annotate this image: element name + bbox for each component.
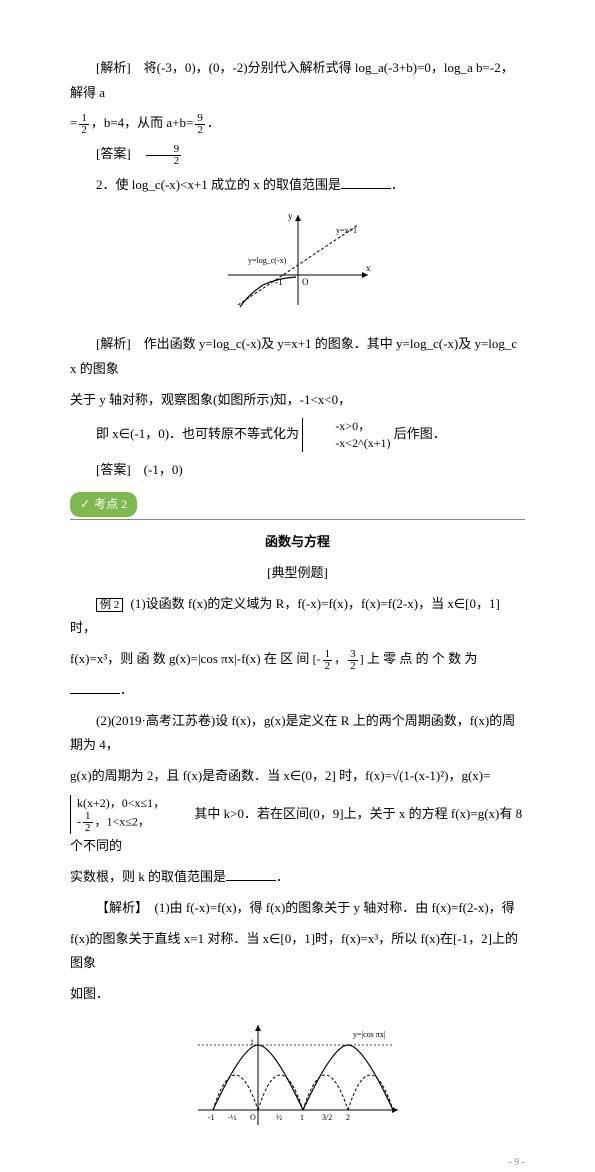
svg-text:1: 1 [300, 1113, 304, 1122]
paragraph: g(x)的周期为 2，且 f(x)是奇函数．当 x∈(0，2] 时，f(x)=√… [70, 764, 525, 789]
interval: [-12，32] [313, 648, 364, 672]
section-title: 函数与方程 [70, 530, 525, 555]
paragraph: f(x)的图象关于直线 x=1 对称．当 x∈[0，1]时，f(x)=x³，所以… [70, 927, 525, 976]
paragraph: f(x)=x³，则 函 数 g(x)=|cos πx|-f(x) 在 区 间 [… [70, 647, 525, 672]
svg-text:2: 2 [346, 1113, 350, 1122]
graph-2: O -1 -½ ½ 1 3/2 2 1 y=|cos πx| [70, 1015, 525, 1144]
page-number: - 9 - [70, 1153, 525, 1172]
paragraph: [解析] 将(-3，0)，(0，-2)分别代入解析式得 log_a(-3+b)=… [70, 56, 525, 105]
text: ，b=4，从而 a+b= [91, 115, 194, 130]
text: 2．使 log_c(-x)<x+1 成立的 x 的取值范围是 [96, 177, 341, 192]
text: [解析] 将(-3，0)，(0，-2)分别代入解析式得 log_a(-3+b)=… [70, 60, 514, 100]
cases-bracket: -x>0， -x<2^(x+1) [302, 418, 390, 452]
topic-badge: 考点 2 [70, 492, 137, 517]
paragraph: 实数根，则 k 的取值范围是． [70, 865, 525, 890]
paragraph: (2)(2019·高考江苏卷)设 f(x)，g(x)是定义在 R 上的两个周期函… [70, 709, 525, 758]
badge-row: 考点 2 [70, 492, 525, 520]
cases-bracket: k(x+2)，0<x≤1， -12，1<x≤2， [70, 795, 165, 835]
fraction: 92 [146, 144, 182, 167]
graph-svg: O -1 x y y=x+1 y=log_c(-x) [218, 205, 378, 315]
text: 即 x∈(-1，0)．也可转原不等式化为 [96, 426, 299, 441]
paragraph: 如图． [70, 982, 525, 1007]
paragraph: [解析] 作出函数 y=log_c(-x)及 y=x+1 的图象．其中 y=lo… [70, 332, 525, 381]
example-label: 例 2 [96, 598, 123, 612]
text: 后作图． [394, 426, 446, 441]
paragraph: k(x+2)，0<x≤1， -12，1<x≤2， 其中 k>0．若在区间(0，9… [70, 795, 525, 859]
paragraph: 关于 y 轴对称，观察图象(如图所示)知，-1<x<0， [70, 388, 525, 413]
fraction: 92 [195, 113, 205, 136]
svg-text:y=|cos πx|: y=|cos πx| [353, 1030, 385, 1039]
answer-label: [答案] [96, 146, 144, 161]
blank [70, 680, 120, 694]
svg-text:-1: -1 [208, 1113, 215, 1122]
graph-1: O -1 x y y=x+1 y=log_c(-x) [70, 205, 525, 324]
svg-text:y=log_c(-x): y=log_c(-x) [248, 256, 287, 265]
paragraph: =12，b=4，从而 a+b=92． [70, 111, 525, 136]
svg-text:-½: -½ [228, 1113, 237, 1122]
graph-svg: O -1 -½ ½ 1 3/2 2 1 y=|cos πx| [188, 1015, 408, 1135]
svg-text:½: ½ [276, 1113, 282, 1122]
subtitle: [典型例题] [70, 561, 525, 586]
paragraph: 即 x∈(-1，0)．也可转原不等式化为 -x>0， -x<2^(x+1) 后作… [70, 418, 525, 452]
example-paragraph: 例 2 (1)设函数 f(x)的定义域为 R，f(-x)=f(x)，f(x)=f… [70, 592, 525, 641]
answer-line: [答案] 92 [70, 142, 525, 167]
blank [341, 175, 391, 189]
page: [解析] 将(-3，0)，(0，-2)分别代入解析式得 log_a(-3+b)=… [70, 56, 525, 1172]
paragraph: 【解析】 (1)由 f(-x)=f(x)，得 f(x)的图象关于 y 轴对称．由… [70, 896, 525, 921]
blank [226, 867, 276, 881]
svg-text:-1: -1 [275, 277, 283, 287]
svg-text:O: O [302, 277, 309, 287]
svg-text:y: y [288, 211, 293, 221]
svg-text:y=x+1: y=x+1 [336, 226, 357, 235]
blank-line: ． [70, 678, 525, 703]
answer-line: [答案] (-1，0) [70, 458, 525, 483]
question-2: 2．使 log_c(-x)<x+1 成立的 x 的取值范围是． [70, 173, 525, 198]
svg-text:x: x [366, 263, 371, 273]
fraction: 12 [79, 113, 89, 136]
svg-text:3/2: 3/2 [322, 1113, 332, 1122]
svg-text:O: O [250, 1113, 256, 1122]
svg-text:1: 1 [250, 1038, 254, 1047]
